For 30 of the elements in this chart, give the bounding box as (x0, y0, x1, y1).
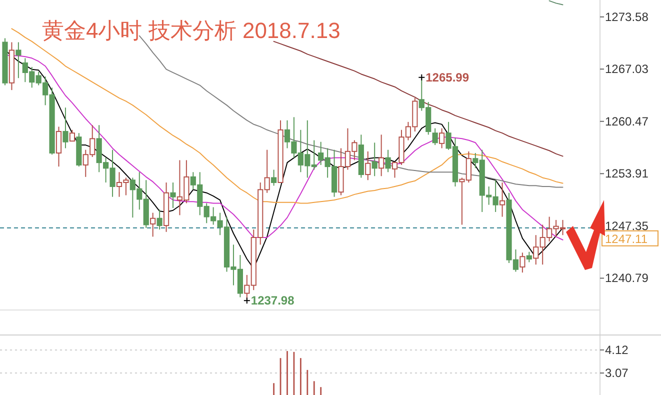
candlestick (432, 128, 438, 146)
candlestick (271, 169, 277, 186)
annotation: 1265.99 (426, 70, 470, 84)
candlestick (62, 107, 68, 149)
ref-line-label: 1247.11 (605, 232, 648, 246)
text: 黄金4小时 技术分析 2018.7.13 (42, 18, 340, 43)
annotation: 1237.98 (250, 294, 295, 308)
candlestick (16, 42, 22, 79)
candlestick (69, 129, 75, 142)
candlestick (520, 252, 526, 274)
y-tick-label: 1253.91 (605, 166, 649, 181)
line-series (273, 40, 564, 157)
candlestick (385, 149, 391, 173)
y-tick-label: 1267.03 (605, 62, 649, 76)
candlestick (439, 128, 445, 149)
y-tick-label: 1273.58 (605, 10, 649, 24)
y-tick-label: 3.07 (605, 366, 629, 380)
candlestick (378, 134, 384, 177)
y-tick-label: 1240.79 (605, 271, 649, 286)
y-tick-label: 1247.35 (605, 218, 649, 233)
candlestick (56, 126, 62, 168)
y-tick-label: 1260.47 (605, 114, 649, 128)
y-tick-label: 4.12 (605, 342, 629, 357)
candlestick (156, 209, 162, 230)
candlestick (526, 251, 532, 263)
candlestick (365, 150, 371, 181)
candlestick (372, 142, 378, 177)
candlestick (150, 212, 156, 238)
candlestick (170, 182, 176, 208)
candlestick (499, 182, 506, 218)
